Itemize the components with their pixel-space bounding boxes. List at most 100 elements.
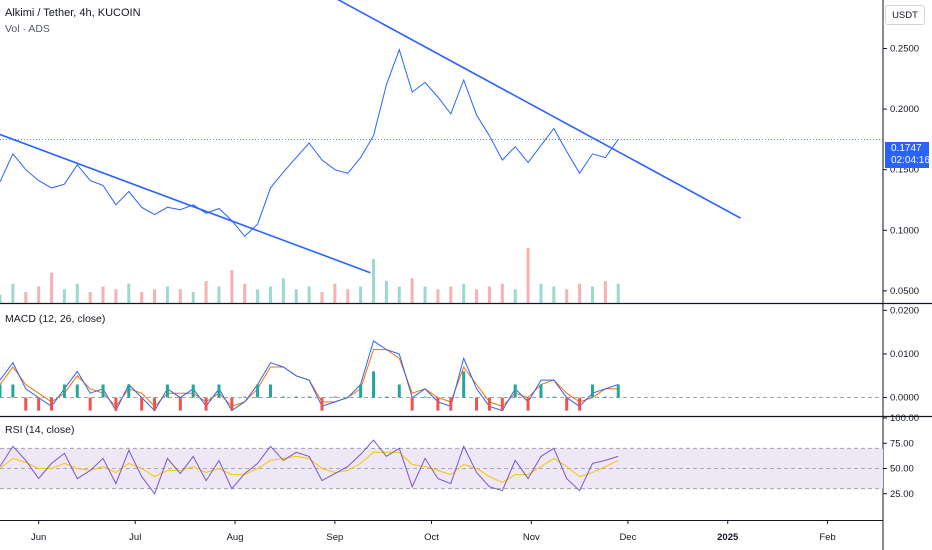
- trendline: [337, 0, 741, 219]
- volume-bar: [552, 286, 556, 303]
- volume-bar: [333, 283, 337, 303]
- price-axis-label: 0.1500: [890, 165, 919, 176]
- macd-histogram-bar: [307, 396, 311, 398]
- macd-histogram-bar: [268, 384, 272, 398]
- volume-bar: [127, 283, 131, 303]
- time-axis-label: Jul: [129, 532, 141, 543]
- macd-histogram-bar: [62, 384, 66, 398]
- macd-histogram-bar: [243, 396, 247, 398]
- time-axis-label: Dec: [619, 532, 636, 543]
- price-axis-label: 0.2000: [890, 104, 919, 115]
- time-axis-label: Feb: [819, 532, 835, 543]
- macd-histogram-bar: [230, 397, 234, 411]
- volume-bar: [359, 286, 363, 303]
- rsi-axis-label: 25.00: [890, 489, 914, 500]
- volume-bar: [114, 289, 118, 303]
- volume-bar: [603, 281, 607, 303]
- macd-histogram-bar: [37, 397, 41, 411]
- volume-bar: [372, 259, 376, 303]
- macd-histogram-bar: [333, 396, 337, 398]
- macd-histogram-bar: [410, 397, 414, 411]
- volume-bar: [294, 289, 298, 303]
- macd-histogram-bar: [294, 396, 298, 398]
- macd-histogram-bar: [436, 397, 440, 411]
- macd-histogram-bar: [217, 384, 221, 398]
- volume-bar: [204, 281, 208, 303]
- macd-histogram-bar: [578, 397, 582, 411]
- rsi-axis-label: 75.00: [890, 438, 914, 449]
- volume-bar: [217, 286, 221, 303]
- volume-bar: [165, 286, 169, 303]
- rsi-pane-title: RSI (14, close): [5, 424, 75, 436]
- macd-histogram-bar: [513, 384, 517, 398]
- macd-histogram-bar: [565, 397, 569, 411]
- macd-axis-label: 0.0200: [890, 305, 919, 316]
- macd-histogram-bar: [178, 397, 182, 411]
- volume-bar: [384, 281, 388, 303]
- macd-histogram-bar: [500, 397, 504, 411]
- volume-bar: [191, 292, 195, 303]
- volume-bar: [243, 283, 247, 303]
- volume-bar: [178, 289, 182, 303]
- macd-histogram-bar: [11, 384, 15, 398]
- countdown-timer: 02:04:16: [891, 155, 930, 166]
- time-axis-label: Sep: [326, 532, 343, 543]
- volume-bar: [462, 283, 466, 303]
- volume-bar: [62, 289, 66, 303]
- rsi-line: [0, 439, 619, 495]
- macd-histogram-bar: [88, 397, 92, 411]
- time-axis-label: Nov: [523, 532, 540, 543]
- volume-bar: [346, 289, 350, 303]
- macd-histogram-bar: [0, 384, 2, 398]
- volume-bar: [88, 292, 92, 303]
- macd-histogram-bar: [127, 384, 131, 398]
- volume-bar: [307, 286, 311, 303]
- macd-histogram-bar: [101, 384, 105, 398]
- volume-indicator-label: Vol · ADS: [5, 23, 50, 35]
- volume-bar: [50, 272, 54, 303]
- time-axis-label: 2025: [717, 532, 739, 543]
- macd-histogram-bar: [165, 384, 169, 398]
- macd-histogram-bar: [281, 396, 285, 398]
- macd-histogram-bar: [372, 371, 376, 398]
- volume-bar: [0, 294, 2, 303]
- macd-histogram-bar: [140, 397, 144, 411]
- volume-bar: [410, 278, 414, 303]
- volume-bar: [11, 283, 15, 303]
- time-axis-label: Jun: [31, 532, 46, 543]
- macd-histogram-bar: [114, 397, 118, 411]
- macd-histogram-bar: [75, 384, 79, 398]
- volume-bar: [281, 278, 285, 303]
- volume-bar: [487, 286, 491, 303]
- macd-histogram-bar: [487, 397, 491, 411]
- macd-histogram-bar: [191, 384, 195, 398]
- volume-bar: [153, 289, 157, 303]
- macd-histogram-bar: [449, 397, 453, 411]
- currency-button[interactable]: USDT: [885, 5, 925, 25]
- volume-bar: [565, 289, 569, 303]
- macd-axis-label: 0.0100: [890, 349, 919, 360]
- macd-histogram-bar: [475, 397, 479, 411]
- volume-bar: [24, 292, 28, 303]
- symbol-title: Alkimi / Tether, 4h, KUCOIN: [5, 7, 141, 19]
- rsi-ma-line: [0, 451, 619, 484]
- volume-bar: [590, 286, 594, 303]
- macd-histogram-bar: [590, 384, 594, 398]
- macd-histogram-bar: [526, 397, 530, 411]
- trendline: [0, 133, 371, 274]
- price-axis-label: 0.2500: [890, 43, 919, 54]
- macd-histogram-bar: [50, 397, 54, 411]
- macd-pane-title: MACD (12, 26, close): [5, 313, 106, 325]
- macd-histogram-bar: [320, 397, 324, 411]
- macd-histogram-bar: [153, 397, 157, 411]
- macd-histogram-bar: [616, 384, 620, 398]
- volume-bar: [513, 289, 517, 303]
- price-axis-label: 0.1000: [890, 225, 919, 236]
- macd-histogram-bar: [423, 396, 427, 398]
- volume-bar: [616, 283, 620, 303]
- volume-bar: [101, 286, 105, 303]
- macd-line: [0, 340, 619, 412]
- macd-histogram-bar: [256, 384, 260, 398]
- current-price-badge: 0.1747 02:04:16: [885, 142, 930, 168]
